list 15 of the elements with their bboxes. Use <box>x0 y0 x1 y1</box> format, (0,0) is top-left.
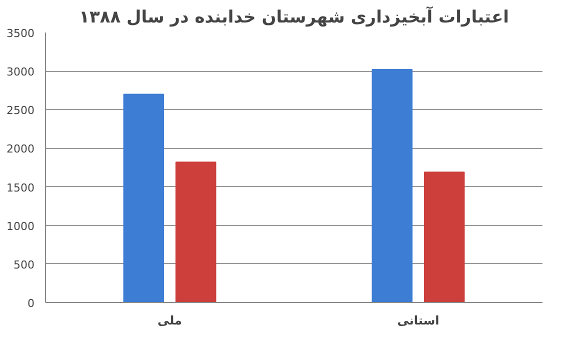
bar <box>175 162 216 302</box>
y-tick-label: 3500 <box>6 27 35 40</box>
y-tick-label: 2500 <box>6 104 35 118</box>
bar <box>424 172 465 302</box>
y-tick-label: 0 <box>28 297 34 310</box>
y-tick-label: 500 <box>14 258 35 272</box>
bar <box>123 94 164 302</box>
chart-title: اعتبارات آبخیزداری شهرستان خدابنده در سال ۱۳۸۸ <box>79 6 509 28</box>
y-tick-label: 3000 <box>6 66 35 79</box>
x-tick-label: ملی <box>158 314 182 328</box>
bar <box>372 69 413 302</box>
y-tick-label: 1500 <box>6 181 35 194</box>
x-tick-label: استانی <box>397 314 440 328</box>
y-tick-label: 1000 <box>6 220 35 233</box>
y-tick-label: 2000 <box>6 142 35 156</box>
